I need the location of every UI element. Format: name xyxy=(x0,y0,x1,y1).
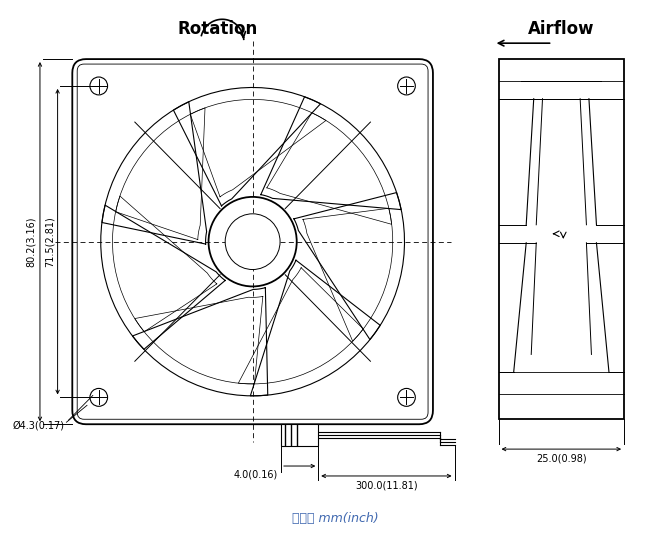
Text: 300.0(11.81): 300.0(11.81) xyxy=(355,481,418,491)
Text: 71.5(2.81): 71.5(2.81) xyxy=(45,216,54,267)
Bar xyxy=(281,424,318,446)
Text: Ø4.3(0.17): Ø4.3(0.17) xyxy=(12,420,65,430)
Circle shape xyxy=(225,214,280,270)
Text: 80.2(3.16): 80.2(3.16) xyxy=(26,216,36,267)
Text: Airflow: Airflow xyxy=(528,20,595,38)
Text: 25.0(0.98): 25.0(0.98) xyxy=(536,453,587,463)
Text: 单位： mm(inch): 单位： mm(inch) xyxy=(292,512,378,525)
Bar xyxy=(499,59,624,419)
Text: Rotation: Rotation xyxy=(177,20,258,38)
Text: 4.0(0.16): 4.0(0.16) xyxy=(234,469,278,479)
